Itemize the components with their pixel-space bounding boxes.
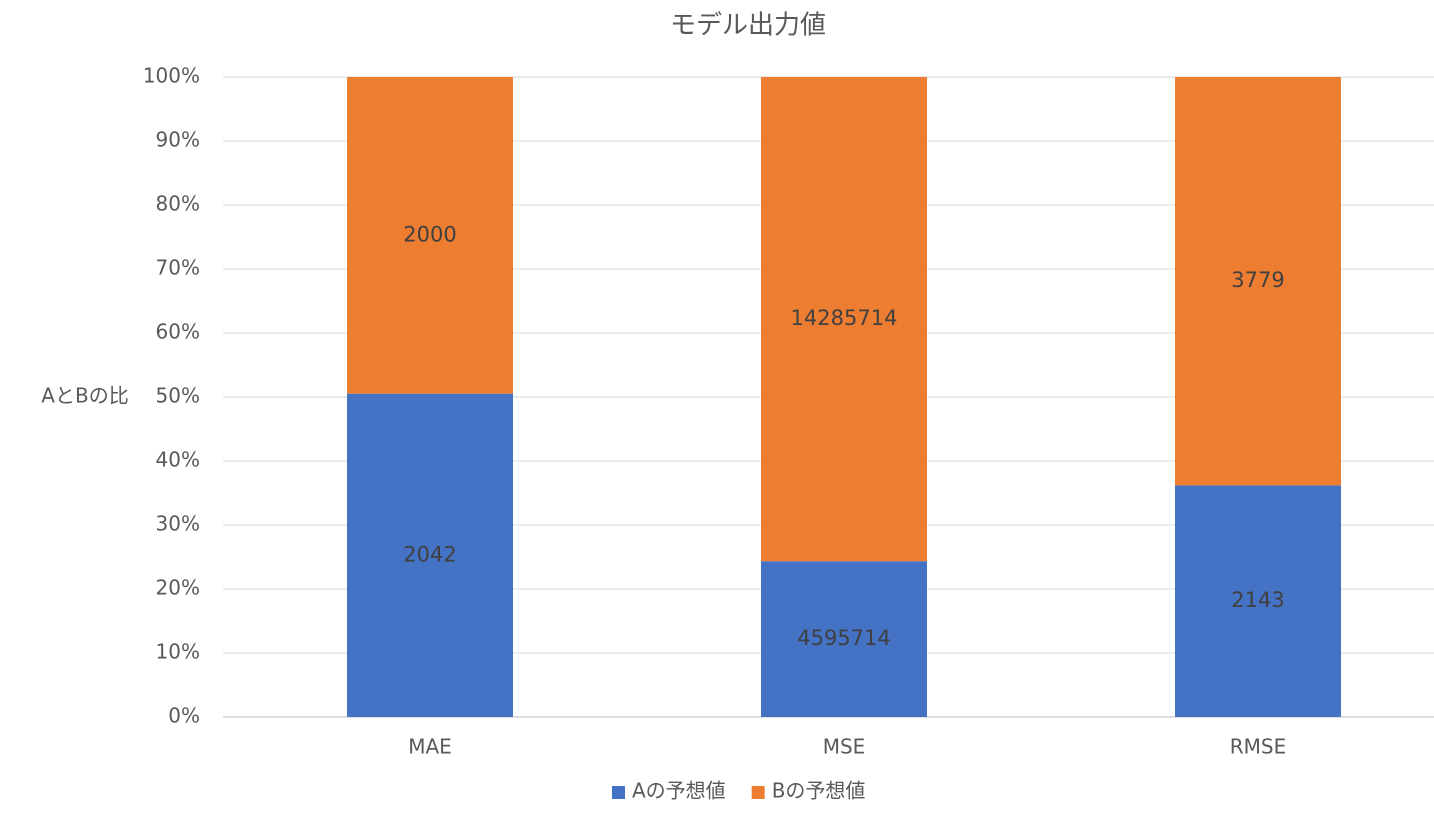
- legend-label: Aの予想値: [632, 779, 726, 803]
- bar-segment: [347, 393, 513, 717]
- bar-segment: [1175, 485, 1341, 717]
- y-tick-label: 40%: [156, 448, 200, 472]
- y-tick-label: 100%: [143, 64, 200, 88]
- x-tick-label: MAE: [408, 735, 452, 759]
- legend-label: Bの予想値: [772, 779, 866, 803]
- y-tick-label: 90%: [156, 128, 200, 152]
- data-label: 2000: [403, 222, 456, 246]
- bar-segment: [761, 77, 927, 562]
- y-tick-label: 70%: [156, 256, 200, 280]
- legend-swatch: [751, 786, 765, 799]
- y-tick-label: 50%: [156, 384, 200, 408]
- bar-segment: [1175, 77, 1341, 486]
- x-tick-label: MSE: [823, 735, 866, 759]
- y-tick-label: 80%: [156, 192, 200, 216]
- y-tick-label: 60%: [156, 320, 200, 344]
- data-label: 2042: [403, 542, 456, 566]
- data-label: 3779: [1231, 268, 1284, 292]
- x-tick-label: RMSE: [1230, 735, 1286, 759]
- y-tick-label: 30%: [156, 512, 200, 536]
- data-label: 4595714: [797, 626, 891, 650]
- bar-segment: [347, 77, 513, 394]
- chart-title: モデル出力値: [670, 11, 826, 41]
- data-label: 14285714: [791, 306, 898, 330]
- data-label: 2143: [1231, 588, 1284, 612]
- y-tick-label: 20%: [156, 576, 200, 600]
- y-tick-label: 10%: [156, 640, 200, 664]
- legend-swatch: [612, 786, 625, 799]
- y-tick-label: 0%: [168, 704, 200, 728]
- bar-segment: [761, 561, 927, 717]
- y-axis-label: AとBの比: [41, 384, 128, 408]
